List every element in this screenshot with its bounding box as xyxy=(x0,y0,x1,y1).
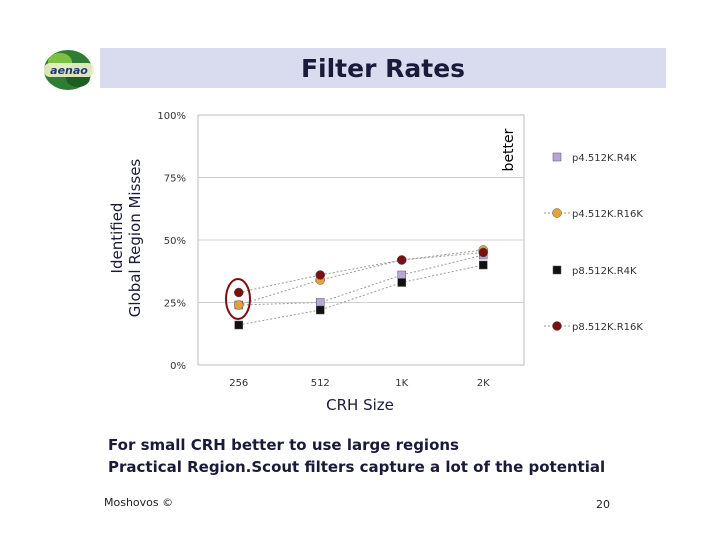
legend: p4.512K.R4K p4.512K.R16K p8.512K.R4K p8.512… xyxy=(544,152,643,333)
data-point xyxy=(234,320,243,330)
data-point xyxy=(397,270,406,280)
data-point xyxy=(397,278,406,287)
y-axis-label-line2: Global Region Misses xyxy=(126,158,144,318)
y-axis-label: Identified Global Region Misses xyxy=(108,128,148,348)
legend-marker xyxy=(552,265,562,275)
better-label: better xyxy=(501,128,517,172)
y-axis-label-line1: Identified xyxy=(108,202,126,274)
series-markers xyxy=(234,245,488,330)
note-1: For small CRH better to use large region… xyxy=(108,436,459,454)
title-bar xyxy=(100,48,666,88)
x-tick-label: 512 xyxy=(311,378,330,389)
aenao-logo: aenao xyxy=(44,50,94,90)
x-tick-label: 1K xyxy=(395,378,408,389)
y-tick-label: 100% xyxy=(157,111,186,122)
data-point xyxy=(234,287,244,298)
legend-label: p4.512K.R16K xyxy=(572,209,643,220)
note-2: Practical Region.Scout filters capture a… xyxy=(108,458,606,476)
legend-label: p4.512K.R4K xyxy=(572,153,637,164)
data-point xyxy=(479,260,488,270)
page-number: 20 xyxy=(596,498,610,511)
data-point xyxy=(316,298,325,307)
slide-title: Filter Rates xyxy=(300,54,466,83)
notes: For small CRH better to use large region… xyxy=(108,434,708,478)
series-line xyxy=(238,252,484,293)
legend-label: p8.512K.R4K xyxy=(572,266,637,277)
y-tick-labels: 0% 25% 50% 75% 100% xyxy=(157,111,186,372)
series-lines xyxy=(238,249,484,326)
legend-label: p8.512K.R16K xyxy=(572,322,643,333)
legend-marker xyxy=(552,321,562,331)
y-tick-label: 0% xyxy=(170,361,186,372)
footer-author: Moshovos © xyxy=(104,496,174,509)
y-tick-label: 75% xyxy=(164,174,186,185)
x-axis-label: CRH Size xyxy=(326,396,394,414)
legend-marker xyxy=(552,152,562,162)
series-line xyxy=(238,264,484,326)
y-tick-label: 50% xyxy=(164,236,186,247)
data-point xyxy=(397,255,407,265)
legend-marker xyxy=(552,208,562,218)
data-point xyxy=(478,247,488,258)
highlight-ellipse xyxy=(225,278,251,320)
logo-text: aenao xyxy=(50,64,88,77)
grid-lines xyxy=(198,177,524,303)
x-tick-label: 256 xyxy=(229,378,248,389)
x-tick-label: 2K xyxy=(477,378,490,389)
y-tick-label: 25% xyxy=(164,299,186,310)
data-point xyxy=(315,270,325,280)
series-line xyxy=(238,254,484,306)
data-point xyxy=(234,300,244,310)
x-tick-labels: 256 512 1K 2K xyxy=(229,378,490,389)
data-point xyxy=(316,305,325,315)
